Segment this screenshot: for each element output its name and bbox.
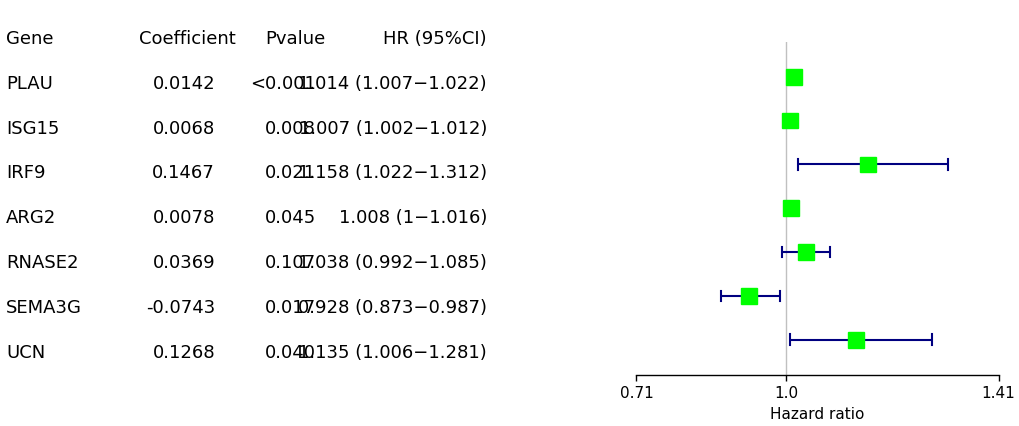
- Text: 0.107: 0.107: [265, 253, 316, 271]
- Text: ISG15: ISG15: [6, 119, 60, 137]
- Text: 0.0068: 0.0068: [153, 119, 215, 137]
- Text: 0.017: 0.017: [265, 298, 316, 316]
- Text: 1.007 (1.002−1.012): 1.007 (1.002−1.012): [299, 119, 486, 137]
- Bar: [782, 113, 797, 129]
- Bar: [785, 70, 801, 86]
- Text: 0.1268: 0.1268: [152, 343, 215, 361]
- Text: Coefficient: Coefficient: [139, 30, 235, 48]
- Text: 1.014 (1.007−1.022): 1.014 (1.007−1.022): [298, 75, 486, 92]
- Text: HR (95%CI): HR (95%CI): [383, 30, 486, 48]
- Text: 1.038 (0.992−1.085): 1.038 (0.992−1.085): [298, 253, 486, 271]
- Text: 0.040: 0.040: [265, 343, 316, 361]
- Text: 1.008 (1−1.016): 1.008 (1−1.016): [338, 209, 486, 227]
- Text: UCN: UCN: [6, 343, 46, 361]
- Text: 1.135 (1.006−1.281): 1.135 (1.006−1.281): [298, 343, 486, 361]
- Text: Pvalue: Pvalue: [265, 30, 325, 48]
- Bar: [782, 201, 798, 216]
- Text: 0.928 (0.873−0.987): 0.928 (0.873−0.987): [298, 298, 486, 316]
- Text: 0.0369: 0.0369: [152, 253, 215, 271]
- Text: -0.0743: -0.0743: [146, 298, 215, 316]
- X-axis label: Hazard ratio: Hazard ratio: [769, 406, 864, 421]
- Text: SEMA3G: SEMA3G: [6, 298, 83, 316]
- Text: ARG2: ARG2: [6, 209, 56, 227]
- Text: RNASE2: RNASE2: [6, 253, 78, 271]
- Text: 0.008: 0.008: [265, 119, 316, 137]
- Bar: [848, 332, 863, 348]
- Bar: [798, 245, 813, 260]
- Text: 1.158 (1.022−1.312): 1.158 (1.022−1.312): [298, 164, 486, 182]
- Text: PLAU: PLAU: [6, 75, 53, 92]
- Text: 0.0078: 0.0078: [153, 209, 215, 227]
- Bar: [741, 288, 756, 304]
- Bar: [859, 157, 875, 173]
- Text: 0.021: 0.021: [265, 164, 316, 182]
- Text: 0.045: 0.045: [265, 209, 316, 227]
- Text: 0.0142: 0.0142: [152, 75, 215, 92]
- Text: IRF9: IRF9: [6, 164, 46, 182]
- Text: 0.1467: 0.1467: [152, 164, 215, 182]
- Text: Gene: Gene: [6, 30, 54, 48]
- Text: <0.001: <0.001: [250, 75, 316, 92]
